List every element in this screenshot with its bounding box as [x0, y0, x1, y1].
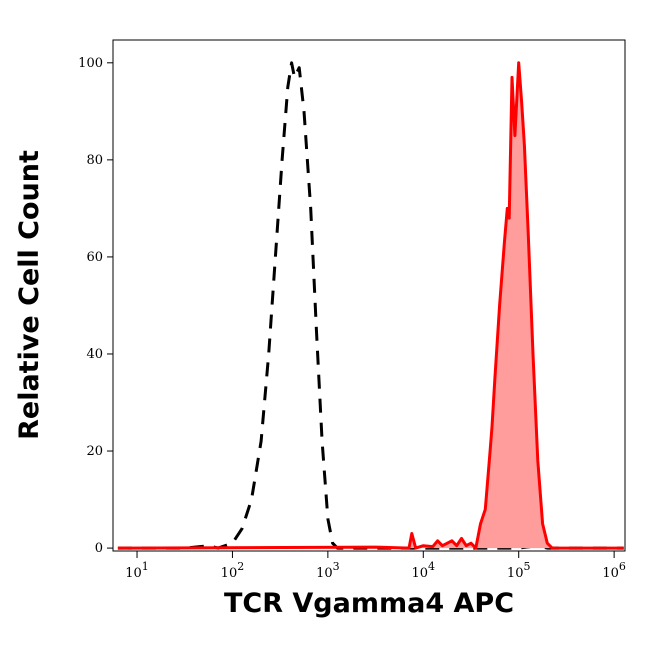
x-tick-label: 105: [507, 560, 531, 581]
histogram-area: [117, 62, 624, 549]
y-tick-label: 80: [86, 153, 103, 168]
x-tick-base: 10: [412, 566, 429, 581]
x-tick-exponent: 5: [523, 560, 530, 573]
y-tick-label: 100: [78, 56, 103, 71]
y-tick-label: 20: [86, 444, 103, 459]
x-axis-title: TCR Vgamma4 APC: [224, 588, 514, 619]
x-tick-label: 101: [125, 560, 149, 581]
x-tick-label: 106: [602, 560, 626, 581]
x-tick-base: 10: [602, 566, 619, 581]
x-tick-exponent: 1: [142, 560, 149, 573]
x-tick-label: 104: [412, 560, 436, 581]
y-tick-label: 60: [86, 250, 103, 265]
x-tick-exponent: 3: [333, 560, 340, 573]
y-axis-title: Relative Cell Count: [14, 150, 45, 440]
plot-frame: [112, 39, 626, 552]
x-tick-base: 10: [507, 566, 524, 581]
x-tick-exponent: 4: [428, 560, 435, 573]
x-tick-label: 102: [221, 560, 245, 581]
x-tick-base: 10: [316, 566, 333, 581]
y-tick-label: 40: [86, 347, 103, 362]
histogram-line: [117, 61, 624, 550]
x-tick-exponent: 2: [237, 560, 244, 573]
x-tick-exponent: 6: [619, 560, 626, 573]
x-tick-base: 10: [125, 566, 142, 581]
x-tick-label: 103: [316, 560, 340, 581]
histogram-line: [117, 61, 624, 550]
x-tick-base: 10: [221, 566, 238, 581]
y-tick-label: 0: [95, 541, 103, 556]
